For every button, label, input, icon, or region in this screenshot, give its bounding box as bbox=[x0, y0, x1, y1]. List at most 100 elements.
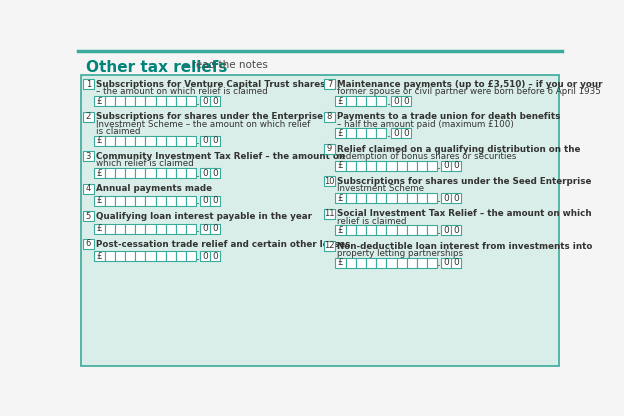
Text: 9: 9 bbox=[327, 144, 332, 154]
Bar bbox=[366, 96, 376, 106]
Text: 0: 0 bbox=[443, 193, 449, 203]
Bar bbox=[346, 193, 356, 203]
Bar bbox=[115, 223, 125, 233]
Bar bbox=[94, 168, 105, 178]
Bar bbox=[356, 193, 366, 203]
Bar bbox=[135, 96, 145, 106]
Bar bbox=[335, 96, 346, 106]
Text: 0: 0 bbox=[403, 129, 409, 138]
Bar bbox=[427, 193, 437, 203]
Bar bbox=[396, 193, 407, 203]
Text: Subscriptions for shares under the Seed Enterprise: Subscriptions for shares under the Seed … bbox=[337, 177, 591, 186]
Bar bbox=[441, 225, 451, 235]
Bar bbox=[175, 196, 186, 206]
Text: 0: 0 bbox=[443, 258, 449, 267]
Text: 1: 1 bbox=[86, 80, 91, 89]
Bar bbox=[125, 223, 135, 233]
Text: 0: 0 bbox=[202, 196, 208, 206]
Bar bbox=[441, 161, 451, 171]
Text: £: £ bbox=[338, 97, 344, 106]
Bar bbox=[145, 251, 155, 261]
Bar bbox=[145, 196, 155, 206]
Bar bbox=[391, 96, 401, 106]
Bar bbox=[125, 96, 135, 106]
Bar bbox=[366, 193, 376, 203]
Bar bbox=[427, 161, 437, 171]
Bar bbox=[210, 136, 220, 146]
Text: .: . bbox=[386, 94, 391, 108]
Bar bbox=[186, 136, 196, 146]
Text: – the amount on which relief is claimed: – the amount on which relief is claimed bbox=[96, 87, 268, 96]
Bar bbox=[407, 258, 417, 268]
Text: Investment Scheme: Investment Scheme bbox=[337, 184, 424, 193]
Bar bbox=[84, 183, 94, 193]
Bar bbox=[417, 193, 427, 203]
Bar bbox=[210, 223, 220, 233]
Bar bbox=[155, 136, 165, 146]
Bar bbox=[417, 258, 427, 268]
Bar bbox=[346, 129, 356, 139]
Bar bbox=[165, 251, 175, 261]
Bar bbox=[84, 239, 94, 249]
Bar bbox=[366, 225, 376, 235]
Bar bbox=[105, 251, 115, 261]
Text: .: . bbox=[196, 167, 200, 180]
Bar bbox=[94, 96, 105, 106]
Bar bbox=[427, 225, 437, 235]
Bar bbox=[175, 168, 186, 178]
Text: Subscriptions for shares under the Enterprise: Subscriptions for shares under the Enter… bbox=[96, 112, 323, 121]
Text: 5: 5 bbox=[86, 212, 91, 221]
Text: is claimed: is claimed bbox=[96, 127, 140, 136]
Bar bbox=[105, 168, 115, 178]
Bar bbox=[396, 161, 407, 171]
Bar bbox=[105, 96, 115, 106]
Bar bbox=[155, 196, 165, 206]
Bar bbox=[175, 223, 186, 233]
Bar bbox=[135, 168, 145, 178]
Bar bbox=[324, 144, 334, 154]
Text: Post-cessation trade relief and certain other losses: Post-cessation trade relief and certain … bbox=[96, 240, 350, 249]
Bar bbox=[155, 96, 165, 106]
Text: £: £ bbox=[97, 136, 102, 145]
Text: .: . bbox=[386, 127, 391, 140]
Bar bbox=[335, 193, 346, 203]
Bar bbox=[186, 251, 196, 261]
Text: £: £ bbox=[338, 258, 344, 267]
Text: 8: 8 bbox=[327, 112, 332, 121]
Bar bbox=[324, 79, 334, 89]
Text: .: . bbox=[196, 250, 200, 263]
Text: 0: 0 bbox=[212, 136, 218, 145]
Bar bbox=[145, 223, 155, 233]
Bar bbox=[356, 129, 366, 139]
Bar bbox=[200, 196, 210, 206]
Text: 12: 12 bbox=[324, 241, 334, 250]
Text: Maintenance payments (up to £3,510) – if you or your: Maintenance payments (up to £3,510) – if… bbox=[337, 80, 602, 89]
Bar bbox=[396, 225, 407, 235]
Text: Subscriptions for Venture Capital Trust shares: Subscriptions for Venture Capital Trust … bbox=[96, 80, 325, 89]
Text: 7: 7 bbox=[327, 80, 332, 89]
Text: 0: 0 bbox=[453, 258, 459, 267]
Bar bbox=[376, 225, 386, 235]
Text: 0: 0 bbox=[202, 224, 208, 233]
Bar bbox=[165, 136, 175, 146]
Bar bbox=[105, 196, 115, 206]
Bar bbox=[386, 193, 396, 203]
Bar bbox=[165, 96, 175, 106]
Bar bbox=[451, 258, 461, 268]
Bar bbox=[210, 251, 220, 261]
Bar bbox=[335, 258, 346, 268]
Bar bbox=[376, 258, 386, 268]
Bar bbox=[186, 196, 196, 206]
Text: 4: 4 bbox=[86, 184, 91, 193]
Bar bbox=[324, 176, 334, 186]
Bar bbox=[200, 136, 210, 146]
Bar bbox=[115, 136, 125, 146]
Text: Social Investment Tax Relief – the amount on which: Social Investment Tax Relief – the amoun… bbox=[337, 209, 592, 218]
Bar bbox=[324, 111, 334, 121]
Bar bbox=[94, 223, 105, 233]
Bar bbox=[324, 208, 334, 218]
Bar bbox=[175, 251, 186, 261]
Bar bbox=[105, 136, 115, 146]
Bar bbox=[451, 161, 461, 171]
Bar bbox=[376, 161, 386, 171]
